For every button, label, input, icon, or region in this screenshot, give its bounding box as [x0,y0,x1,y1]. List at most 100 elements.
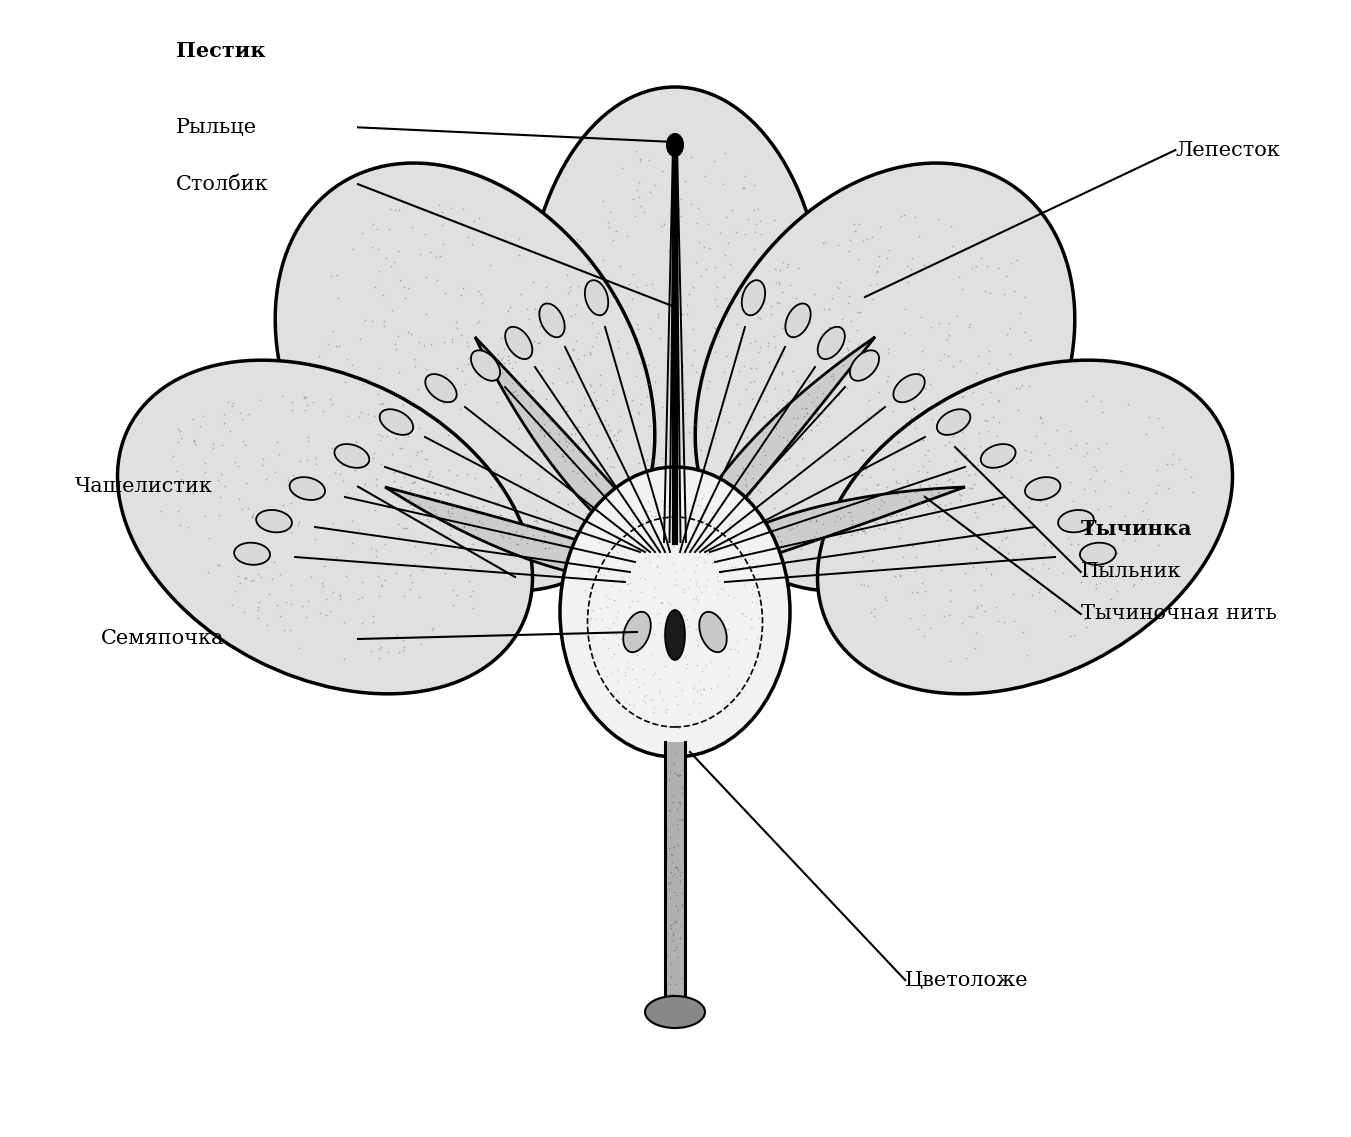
Point [516,534,538,553]
Point [603,231,624,249]
Point [661,845,682,863]
Point [497,302,519,321]
Point [666,897,688,915]
Point [897,273,919,291]
Point [659,974,681,993]
Point [878,241,900,259]
Point [593,192,615,210]
Point [1000,254,1021,272]
Point [523,382,544,400]
Point [862,551,884,570]
Point [940,470,962,488]
Point [1115,517,1136,536]
Point [919,619,940,637]
Point [613,390,635,408]
Point [744,576,766,595]
Point [621,513,643,531]
Point [912,431,934,449]
Point [623,526,644,545]
Point [416,305,438,323]
Point [500,432,521,450]
Point [686,682,708,700]
Point [351,588,373,606]
Point [750,538,771,556]
Point [273,496,295,514]
Point [636,539,658,557]
Point [242,506,263,524]
Point [561,372,582,390]
Point [666,646,688,664]
Point [1089,536,1111,554]
Point [586,304,608,322]
Point [393,501,415,520]
Point [438,425,459,443]
Point [821,365,843,383]
Point [628,501,650,520]
Point [661,873,682,891]
Point [396,520,417,538]
Point [631,511,653,529]
Point [644,506,666,524]
Point [665,716,686,735]
Point [631,488,653,506]
Point [666,815,688,833]
Point [763,526,785,545]
Polygon shape [476,337,670,562]
Point [728,431,750,449]
Point [619,695,640,713]
Point [597,391,619,409]
Point [673,594,694,612]
Point [647,689,669,707]
Point [596,449,617,467]
Point [877,343,898,362]
Point [589,414,611,432]
Point [963,457,985,475]
Point [615,666,636,684]
Point [361,539,382,557]
Point [399,490,420,508]
Point [617,515,639,533]
Point [1015,441,1036,459]
Point [896,437,917,455]
Point [272,387,293,405]
Point [1175,515,1197,533]
Point [643,699,665,717]
Point [901,536,923,554]
Point [657,588,678,606]
Point [659,246,681,264]
Point [786,372,808,390]
Point [639,636,661,654]
Point [528,334,550,352]
Point [485,357,507,375]
Point [959,554,981,572]
Point [696,379,717,397]
Point [939,493,961,512]
Text: Пестик: Пестик [176,41,265,61]
Point [662,601,684,620]
Point [394,518,416,537]
Point [639,501,661,520]
Point [500,298,521,316]
Point [658,639,680,657]
Point [388,364,409,382]
Point [762,542,784,561]
Point [948,484,970,503]
Point [840,507,862,525]
Point [565,305,586,323]
Point [295,401,316,420]
Point [658,800,680,819]
Point [682,490,704,508]
Point [573,389,594,407]
Point [508,229,530,247]
Point [1062,491,1084,509]
Point [345,462,366,480]
Point [662,647,684,665]
Point [709,224,731,242]
Point [1075,433,1097,451]
Point [280,495,301,513]
Point [369,431,390,449]
Point [669,872,690,890]
Point [269,565,290,583]
Point [1162,445,1183,463]
Point [898,491,920,509]
